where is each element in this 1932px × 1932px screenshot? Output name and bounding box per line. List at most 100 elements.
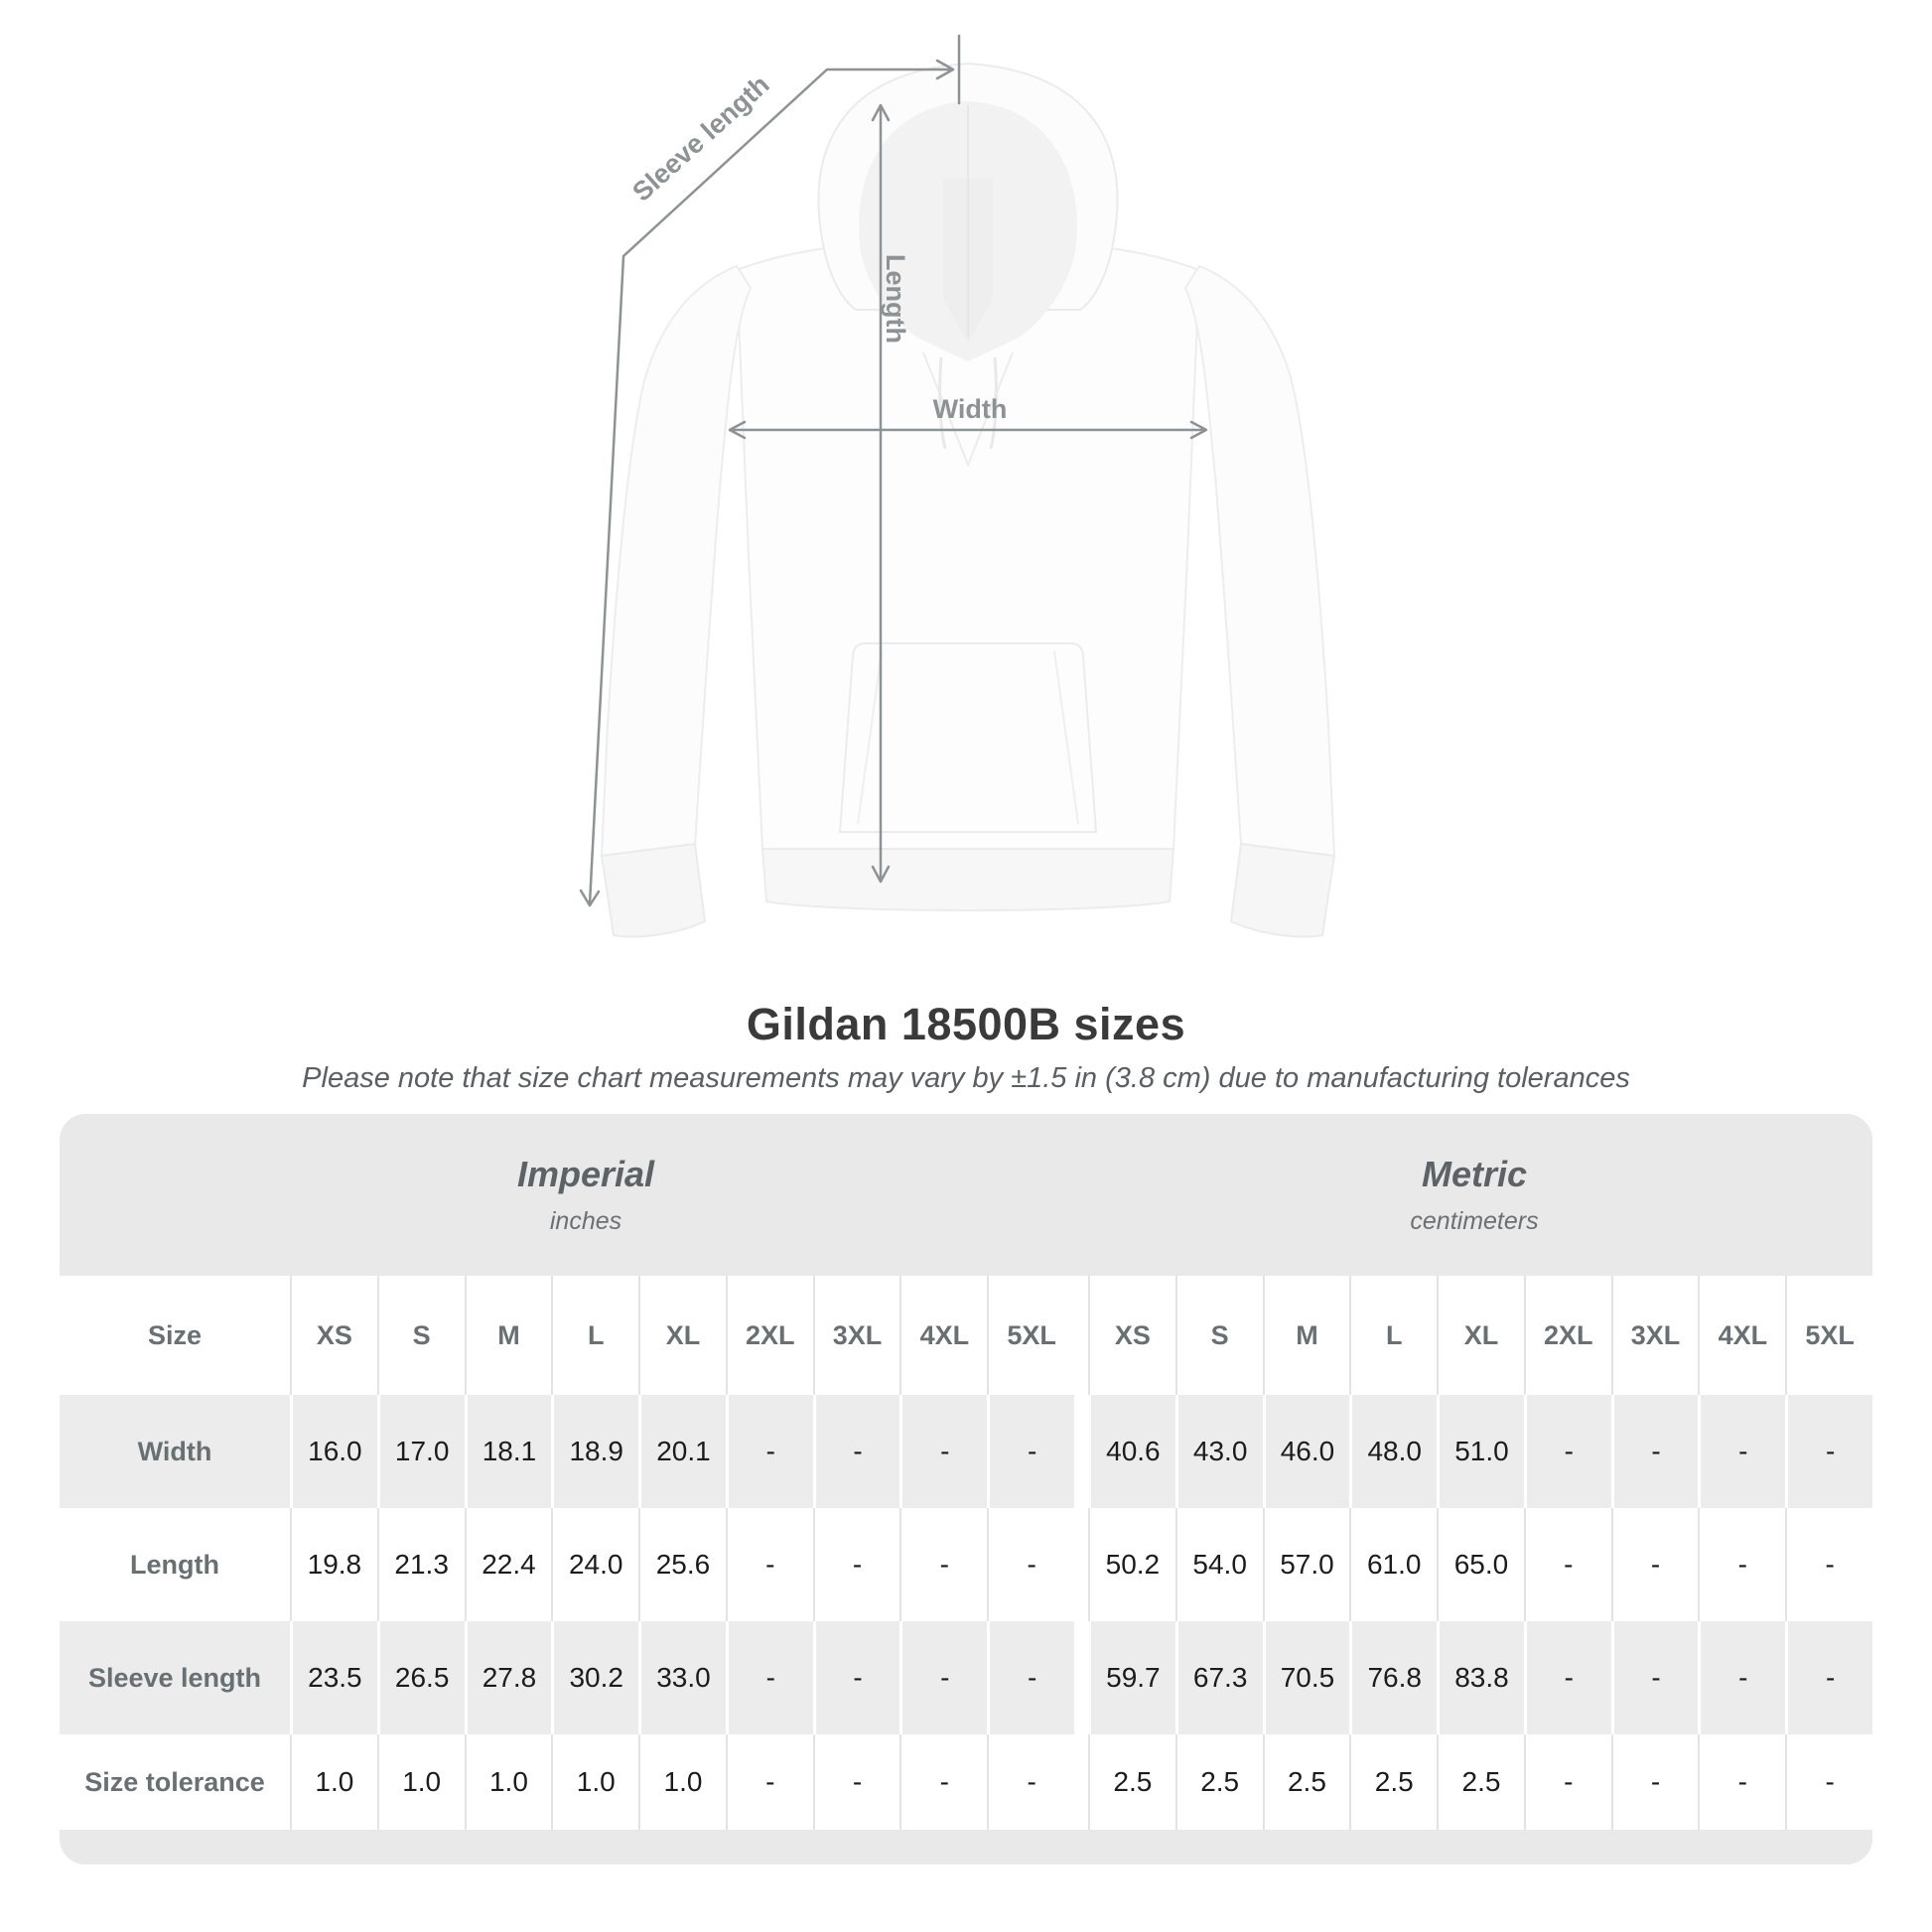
size-column-header: L xyxy=(1349,1276,1438,1395)
unit-group-divider xyxy=(1074,1276,1088,1395)
table-cell: - xyxy=(812,1621,900,1734)
table-cell: 26.5 xyxy=(376,1621,465,1734)
length-label: Length xyxy=(881,254,910,344)
sleeve-length-line xyxy=(588,68,953,905)
row-label: Sleeve length xyxy=(87,1662,262,1693)
table-cell: 30.2 xyxy=(551,1621,638,1734)
table-cell: 1.0 xyxy=(290,1734,377,1830)
imperial-unit: inches xyxy=(549,1207,622,1235)
table-cell: 54.0 xyxy=(1174,1508,1263,1621)
table-cell: 21.3 xyxy=(376,1508,465,1621)
table-row: Sleeve length 23.5 26.5 27.8 30.2 33.0- - - -59.… xyxy=(60,1621,1872,1734)
table-cell: - xyxy=(899,1621,987,1734)
table-cell: 51.0 xyxy=(1437,1395,1524,1508)
table-cell: 23.5 xyxy=(290,1621,377,1734)
sleeve-length-arrowhead-right xyxy=(935,59,955,80)
size-column-header: XS xyxy=(290,1276,377,1395)
size-table-body: Size XS S M L XL 2XL 3XL 4XL 5XL XS S M L XL 2XL 3XL 4XL 5… xyxy=(60,1276,1872,1830)
table-cell: - xyxy=(1785,1508,1872,1621)
hoodie-diagram-svg: Sleeve length Length Width xyxy=(579,34,1336,938)
table-cell: 83.8 xyxy=(1437,1621,1524,1734)
table-cell: 70.5 xyxy=(1262,1621,1350,1734)
table-cell: 2.5 xyxy=(1088,1734,1175,1830)
size-column-header: M xyxy=(1262,1276,1350,1395)
unit-group-divider xyxy=(1074,1621,1088,1734)
table-cell: 33.0 xyxy=(638,1621,726,1734)
size-column-header: 2XL xyxy=(1523,1276,1611,1395)
table-cell: 65.0 xyxy=(1437,1508,1524,1621)
table-row: Width 16.0 17.0 18.1 18.9 20.1- - - -40.6 43.0 46.… xyxy=(60,1395,1872,1508)
table-cell: - xyxy=(987,1508,1074,1621)
table-cell: - xyxy=(1698,1621,1785,1734)
table-cell: 2.5 xyxy=(1174,1734,1263,1830)
table-cell: - xyxy=(1610,1395,1699,1508)
imperial-header: Imperial inches xyxy=(517,1114,654,1276)
table-cell: 1.0 xyxy=(464,1734,552,1830)
table-cell: - xyxy=(1785,1395,1872,1508)
table-cell: 2.5 xyxy=(1437,1734,1524,1830)
table-cell: - xyxy=(1610,1621,1699,1734)
table-cell: 16.0 xyxy=(290,1395,377,1508)
table-cell: - xyxy=(1610,1734,1699,1830)
table-row: Size XS S M L XL 2XL 3XL 4XL 5XL XS S M L XL 2XL 3XL 4XL 5… xyxy=(60,1276,1872,1395)
table-cell: - xyxy=(1523,1734,1611,1830)
metric-unit: centimeters xyxy=(1410,1207,1539,1235)
table-cell: - xyxy=(899,1395,987,1508)
table-cell: - xyxy=(1698,1734,1786,1830)
table-cell: - xyxy=(812,1508,900,1621)
unit-group-divider xyxy=(1074,1395,1088,1508)
sleeve-length-arrowhead-down xyxy=(579,889,601,907)
width-label: Width xyxy=(933,394,1008,424)
table-cell: 18.1 xyxy=(464,1395,552,1508)
table-cell: 2.5 xyxy=(1349,1734,1438,1830)
row-label: Length xyxy=(130,1549,219,1580)
table-cell: 1.0 xyxy=(376,1734,465,1830)
table-cell: - xyxy=(725,1734,813,1830)
size-column-header: S xyxy=(1174,1276,1263,1395)
table-cell: 25.6 xyxy=(638,1508,726,1621)
table-cell: 76.8 xyxy=(1349,1621,1437,1734)
table-cell: - xyxy=(1523,1395,1611,1508)
table-cell: - xyxy=(987,1734,1074,1830)
table-cell: 61.0 xyxy=(1349,1508,1438,1621)
table-cell: - xyxy=(812,1734,900,1830)
table-cell: - xyxy=(1523,1621,1611,1734)
metric-header: Metric centimeters xyxy=(1410,1114,1538,1276)
table-cell: - xyxy=(1785,1734,1872,1830)
table-cell: 20.1 xyxy=(638,1395,726,1508)
size-column-header: XS xyxy=(1088,1276,1175,1395)
size-column-header: XL xyxy=(638,1276,726,1395)
table-cell: 48.0 xyxy=(1349,1395,1437,1508)
table-cell: 1.0 xyxy=(638,1734,726,1830)
table-cell: 59.7 xyxy=(1088,1621,1175,1734)
table-cell: - xyxy=(725,1621,813,1734)
size-row-header: Size xyxy=(147,1319,203,1350)
row-label: Size tolerance xyxy=(84,1766,265,1797)
table-cell: - xyxy=(725,1395,813,1508)
length-arrowhead-bottom xyxy=(871,865,891,884)
unit-group-divider xyxy=(1074,1508,1088,1621)
table-cell: - xyxy=(1610,1508,1699,1621)
table-cell: 50.2 xyxy=(1088,1508,1175,1621)
size-column-header: 2XL xyxy=(725,1276,813,1395)
size-column-header: 5XL xyxy=(987,1276,1074,1395)
table-cell: 19.8 xyxy=(290,1508,377,1621)
width-arrowhead-left xyxy=(728,420,747,440)
page-title: Gildan 18500B sizes xyxy=(746,999,1186,1049)
length-arrowhead-top xyxy=(871,103,891,122)
table-cell: - xyxy=(1523,1508,1611,1621)
metric-title: Metric xyxy=(1421,1154,1528,1194)
unit-group-divider xyxy=(1074,1734,1088,1830)
table-cell: 46.0 xyxy=(1262,1395,1350,1508)
table-cell: 27.8 xyxy=(464,1621,552,1734)
row-label: Width xyxy=(137,1436,212,1466)
table-cell: - xyxy=(987,1395,1074,1508)
imperial-title: Imperial xyxy=(516,1154,655,1194)
hoodie-illustration xyxy=(600,62,1336,938)
size-column-header: 5XL xyxy=(1785,1276,1872,1395)
table-cell: - xyxy=(1785,1621,1872,1734)
size-column-header: L xyxy=(551,1276,639,1395)
table-cell: - xyxy=(725,1508,813,1621)
table-cell: 40.6 xyxy=(1088,1395,1175,1508)
